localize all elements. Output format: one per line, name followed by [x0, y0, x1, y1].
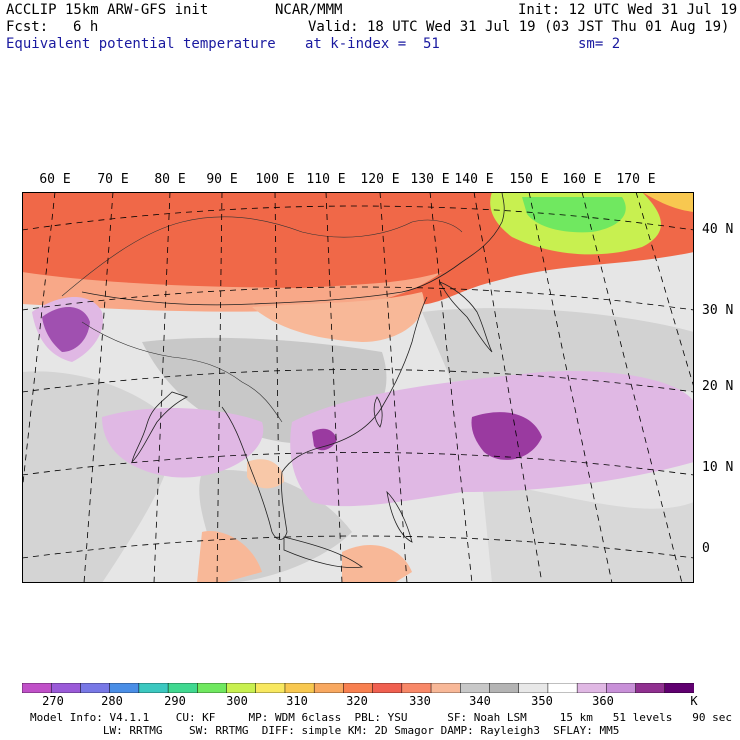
lat-label: 30 N [702, 303, 734, 318]
coastline [386, 490, 413, 543]
colorbar [22, 683, 694, 693]
border [81, 321, 283, 423]
colorbar-label: 270 [42, 694, 64, 708]
map-frame [22, 192, 694, 583]
colorbar-swatch [343, 683, 374, 693]
lon-label: 120 E [360, 172, 400, 187]
colorbar-swatch [372, 683, 403, 693]
lon-label: 140 E [454, 172, 494, 187]
lon-label: 100 E [255, 172, 295, 187]
level-info: at k-index = 51 [305, 36, 440, 52]
colorbar-swatch [606, 683, 637, 693]
smoothing-info: sm= 2 [578, 36, 621, 52]
colorbar-swatch [460, 683, 491, 693]
model-title: ACCLIP 15km ARW-GFS init [6, 2, 209, 18]
colorbar-label: 340 [469, 694, 491, 708]
peach-patch [197, 531, 262, 583]
coastline [221, 296, 428, 540]
colorbar-swatch [226, 683, 257, 693]
colorbar-swatch [576, 683, 608, 693]
cool-patch-green [522, 197, 626, 233]
lat-label: 0 [702, 541, 710, 556]
colorbar-swatch [313, 683, 345, 693]
forecast-hour: 6 h [73, 19, 99, 35]
colorbar-swatch [50, 683, 82, 693]
lon-label: 150 E [509, 172, 549, 187]
colorbar-swatch [518, 683, 549, 693]
colorbar-swatch [22, 683, 52, 693]
colorbar-swatch [547, 683, 578, 693]
peach-patch [247, 459, 284, 489]
colorbar-swatch [109, 683, 140, 693]
colorbar-label: 360 [592, 694, 614, 708]
grey-patch [482, 482, 694, 583]
coastline [373, 396, 383, 428]
colorbar-label: 330 [409, 694, 431, 708]
valid-time: Valid: 18 UTC Wed 31 Jul 19 (03 JST Thu … [308, 19, 730, 35]
colorbar-label: 350 [531, 694, 553, 708]
graticule [22, 192, 694, 583]
lat-label: 10 N [702, 460, 734, 475]
lat-label: 20 N [702, 379, 734, 394]
colorbar-swatch [255, 683, 286, 693]
colorbar-swatch [489, 683, 520, 693]
lon-label: 130 E [410, 172, 450, 187]
border [61, 216, 463, 297]
lon-label: 170 E [616, 172, 656, 187]
coastline [439, 281, 493, 353]
purple-region [102, 407, 264, 478]
coastline [81, 192, 505, 306]
colorbar-swatch [284, 683, 315, 693]
coastline [131, 391, 189, 464]
colorbar-label: 290 [164, 694, 186, 708]
init-time: Init: 12 UTC Wed 31 Jul 19 [518, 2, 738, 18]
colorbar-label: 300 [226, 694, 248, 708]
purple-core [471, 412, 542, 460]
colorbar-label: 310 [286, 694, 308, 708]
warm-band-edge [22, 272, 442, 312]
coastline [283, 536, 364, 568]
footer-physics-info: LW: RRTMG SW: RRTMG DIFF: simple KM: 2D … [30, 724, 620, 737]
org-label: NCAR/MMM [275, 2, 343, 18]
colorbar-swatch [80, 683, 111, 693]
lon-label: 80 E [154, 172, 186, 187]
colorbar-unit: K [690, 694, 698, 708]
colorbar-swatch [167, 683, 199, 693]
footer-model-info: Model Info: V4.1.1 CU: KF MP: WDM 6class… [30, 711, 732, 724]
colorbar-swatch [664, 683, 694, 693]
lon-label: 160 E [562, 172, 602, 187]
warm-band-edge [252, 292, 424, 342]
field-name: Equivalent potential temperature [6, 36, 276, 52]
lon-label: 60 E [39, 172, 71, 187]
colorbar-label: 320 [346, 694, 368, 708]
colorbar-swatch [401, 683, 432, 693]
colorbar-swatch [138, 683, 169, 693]
cool-patch-orange [642, 192, 694, 212]
grey-patch [422, 308, 694, 392]
colorbar-swatch [430, 683, 462, 693]
peach-patch [342, 544, 412, 583]
lon-label: 110 E [306, 172, 346, 187]
lon-label: 70 E [97, 172, 129, 187]
theta-e-map [22, 192, 694, 583]
colorbar-swatch [635, 683, 666, 693]
purple-core [42, 306, 90, 352]
colorbar-label: 280 [101, 694, 123, 708]
colorbar-swatch [197, 683, 228, 693]
lat-label: 40 N [702, 222, 734, 237]
lon-label: 90 E [206, 172, 238, 187]
forecast-label: Fcst: [6, 19, 49, 35]
